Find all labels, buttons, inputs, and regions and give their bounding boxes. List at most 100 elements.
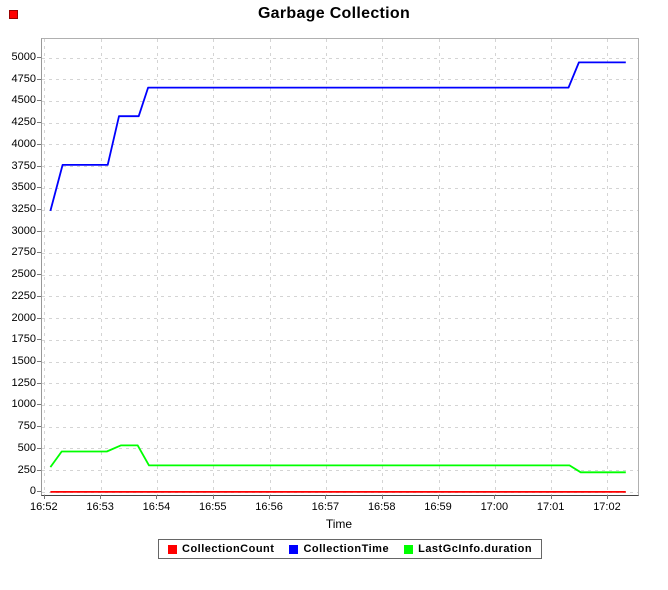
y-tick-label: 2000 [11, 311, 36, 324]
y-tick-mark [37, 57, 41, 59]
y-tick-label: 4000 [11, 137, 36, 150]
y-tick-mark [37, 143, 41, 145]
h-gridline [42, 209, 638, 211]
legend-swatch-icon [168, 544, 177, 554]
y-tick-label: 3250 [11, 203, 36, 216]
h-gridline [42, 361, 638, 363]
chart-title: Garbage Collection [257, 5, 411, 22]
legend-swatch-icon [404, 544, 414, 554]
y-tick-label: 2750 [11, 246, 36, 259]
h-gridline [42, 426, 638, 428]
v-gridline [382, 39, 384, 495]
h-gridline [42, 404, 638, 406]
y-tick-mark [37, 469, 41, 471]
v-gridline [438, 39, 440, 495]
v-gridline [156, 39, 158, 495]
red-marker-icon [9, 10, 18, 19]
y-tick-label: 3000 [11, 224, 36, 237]
y-tick-label: 4500 [11, 94, 36, 107]
y-tick-mark [37, 339, 41, 341]
x-tick-label: 16:53 [86, 501, 114, 513]
y-tick-label: 3750 [11, 159, 36, 172]
x-axis-title: Time [325, 517, 353, 531]
y-tick-mark [37, 252, 41, 254]
legend-item: LastGcInfo.duration [404, 543, 532, 555]
x-tick-mark [606, 495, 608, 499]
y-tick-mark [37, 209, 41, 211]
h-gridline [42, 252, 638, 254]
x-tick-label: 17:02 [593, 501, 621, 513]
plot-area [41, 38, 639, 496]
y-tick-mark [37, 491, 41, 493]
x-tick-mark [325, 495, 327, 499]
y-tick-mark [37, 165, 41, 167]
y-tick-label: 4250 [11, 116, 36, 129]
y-tick-mark [37, 122, 41, 124]
h-gridline [42, 187, 638, 189]
y-tick-label: 1500 [11, 355, 36, 368]
x-tick-label: 16:55 [198, 501, 227, 513]
h-gridline [42, 318, 638, 320]
y-tick-label: 2500 [11, 268, 36, 281]
series-lines-layer [49, 61, 626, 493]
y-tick-mark [37, 187, 41, 189]
h-gridline [42, 231, 638, 233]
x-tick-label: 16:59 [424, 501, 452, 513]
legend-item: CollectionCount [168, 543, 274, 555]
x-tick-label: 16:56 [255, 501, 283, 513]
y-tick-mark [37, 274, 41, 276]
x-tick-mark [381, 495, 383, 499]
v-gridline [44, 39, 46, 495]
x-tick-label: 17:01 [536, 501, 565, 513]
x-tick-mark [100, 495, 102, 499]
y-tick-mark [37, 382, 41, 384]
v-gridline [213, 39, 215, 495]
y-tick-label: 1750 [11, 333, 36, 346]
y-tick-label: 5000 [11, 51, 36, 64]
y-tick-label: 2250 [11, 289, 36, 302]
y-tick-label: 1250 [11, 376, 36, 389]
v-gridline [269, 39, 271, 495]
y-tick-label: 750 [17, 420, 36, 433]
h-gridline [42, 448, 638, 450]
x-tick-mark [156, 495, 158, 499]
series-line-collectiontime [49, 61, 626, 212]
legend: CollectionCount CollectionTime LastGcInfo.… [158, 539, 543, 559]
h-gridline [42, 57, 638, 59]
h-gridline [42, 274, 638, 276]
y-tick-mark [37, 100, 41, 102]
x-tick-label: 16:58 [367, 501, 396, 513]
v-gridline [551, 39, 553, 495]
h-gridline [42, 339, 638, 341]
y-tick-mark [37, 404, 41, 406]
x-tick-mark [550, 495, 552, 499]
y-tick-mark [37, 295, 41, 297]
x-tick-mark [269, 495, 271, 499]
y-tick-mark [37, 447, 41, 449]
legend-label: CollectionCount [182, 543, 275, 555]
h-gridline [42, 122, 638, 124]
v-gridline [494, 39, 496, 495]
legend-swatch-icon [289, 544, 299, 554]
legend-item: CollectionTime [289, 543, 389, 555]
x-tick-label: 16:52 [30, 501, 58, 513]
h-gridline [42, 296, 638, 298]
y-tick-mark [37, 230, 41, 232]
x-tick-mark [438, 495, 440, 499]
x-tick-mark [212, 495, 214, 499]
y-tick-label: 4750 [11, 72, 36, 85]
legend-label: CollectionTime [303, 543, 390, 555]
x-tick-mark [494, 495, 496, 499]
h-gridline [42, 166, 638, 168]
v-gridline [607, 39, 609, 495]
x-tick-label: 16:57 [311, 501, 340, 513]
h-gridline [42, 100, 638, 102]
h-gridline [42, 470, 638, 472]
y-tick-label: 0 [29, 485, 36, 498]
y-tick-label: 250 [17, 463, 36, 476]
y-tick-label: 3500 [11, 181, 36, 194]
h-gridline [42, 383, 638, 385]
y-tick-mark [37, 361, 41, 363]
y-tick-label: 1000 [11, 398, 36, 411]
